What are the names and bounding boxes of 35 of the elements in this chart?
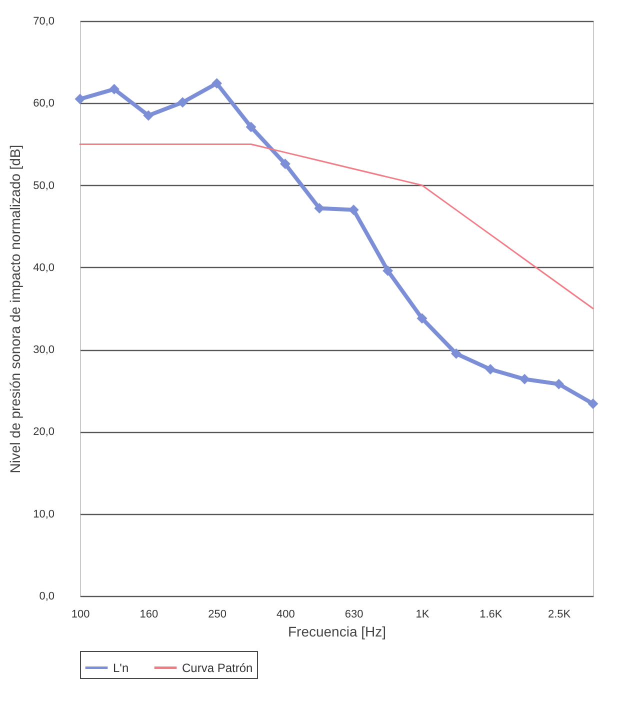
- x-axis-title: Frecuencia [Hz]: [288, 624, 386, 640]
- y-axis-title: Nivel de presión sonora de impacto normalizado [dB]: [7, 144, 24, 474]
- legend-label: L'n: [113, 660, 129, 675]
- y-tick-label: 10,0: [33, 508, 54, 520]
- point: [177, 97, 188, 108]
- point: [74, 94, 86, 104]
- y-tick-label: 20,0: [33, 426, 54, 438]
- x-tick-label: 160: [140, 608, 158, 620]
- x-tick-label: 100: [71, 608, 90, 620]
- point: [485, 364, 496, 375]
- point: [280, 158, 290, 170]
- point: [212, 78, 222, 89]
- y-tick-label: 70,0: [33, 16, 54, 28]
- y-tick-label: 0,0: [39, 590, 54, 602]
- x-tick-label: 400: [276, 608, 295, 620]
- y-tick-label: 60,0: [33, 98, 54, 110]
- y-tick-label: 30,0: [33, 344, 54, 356]
- line-series: [79, 143, 594, 310]
- point: [108, 84, 120, 94]
- point: [588, 398, 598, 410]
- x-tick-label: 1K: [416, 608, 430, 620]
- x-tick-label: 250: [208, 608, 226, 620]
- point: [519, 374, 530, 384]
- point: [382, 265, 394, 276]
- point: [143, 110, 154, 121]
- x-tick-label: 1.6K: [480, 608, 503, 620]
- x-tick-label: 2.5K: [548, 608, 572, 620]
- y-tick-label: 50,0: [33, 180, 54, 192]
- point: [246, 122, 256, 132]
- point: [554, 378, 564, 390]
- x-tick-label: 630: [344, 608, 364, 620]
- point: [416, 313, 428, 324]
- y-tick-label: 40,0: [33, 262, 54, 274]
- legend-label: Curva Patrón: [182, 660, 253, 675]
- point: [450, 348, 462, 359]
